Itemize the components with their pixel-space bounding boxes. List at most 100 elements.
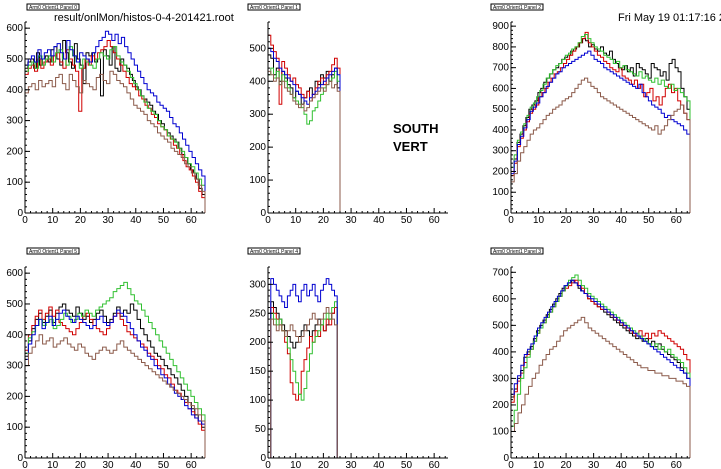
x-tick-label: 40 bbox=[373, 460, 385, 469]
x-tick-label: 50 bbox=[401, 215, 413, 226]
y-tick-label: 150 bbox=[249, 366, 266, 377]
y-tick-label: 200 bbox=[492, 400, 509, 411]
y-tick-label: 500 bbox=[492, 320, 509, 331]
series-green bbox=[24, 281, 206, 458]
y-tick-label: 0 bbox=[503, 453, 509, 464]
panel-title: Arm0 Orient1 Panel 1 bbox=[250, 5, 298, 11]
y-tick-label: 100 bbox=[492, 187, 509, 198]
x-tick-label: 10 bbox=[290, 460, 302, 469]
panel-title-box bbox=[26, 247, 80, 255]
x-tick-label: 50 bbox=[158, 215, 170, 226]
series-brown bbox=[24, 70, 206, 213]
x-tick-label: 60 bbox=[186, 460, 198, 469]
x-tick-label: 10 bbox=[533, 215, 545, 226]
y-tick-label: 800 bbox=[492, 42, 509, 53]
series-blue bbox=[24, 309, 206, 458]
x-tick-label: 30 bbox=[588, 460, 600, 469]
y-tick-label: 400 bbox=[6, 85, 23, 96]
series-red bbox=[510, 31, 691, 213]
y-tick-label: 0 bbox=[17, 453, 23, 464]
panel-2: Arm0 Orient1 Panel 20 10 20 30 40 50 600100200… bbox=[490, 3, 691, 226]
y-tick-label: 0 bbox=[503, 208, 509, 219]
panel-title-box bbox=[490, 3, 544, 11]
series-green bbox=[24, 46, 206, 213]
y-tick-label: 0 bbox=[17, 208, 23, 219]
series-black bbox=[510, 38, 691, 213]
y-tick-label: 0 bbox=[260, 208, 266, 219]
panel-title: Arm0 Orient1 Panel 3 bbox=[493, 249, 541, 255]
y-tick-label: 0 bbox=[260, 453, 266, 464]
y-tick-label: 600 bbox=[492, 83, 509, 94]
x-tick-label: 30 bbox=[103, 460, 115, 469]
y-tick-label: 400 bbox=[492, 125, 509, 136]
y-tick-label: 300 bbox=[249, 279, 266, 290]
x-tick-label: 40 bbox=[130, 460, 142, 469]
x-tick-label: 10 bbox=[47, 215, 59, 226]
panel-0: Arm0 Orient1 Panel 00 10 20 30 40 50 600100200… bbox=[6, 3, 206, 226]
file-path-label: result/onlMon/histos-0-4-201421.root bbox=[54, 12, 234, 24]
x-tick-label: 0 bbox=[265, 460, 271, 469]
y-tick-label: 500 bbox=[6, 54, 23, 65]
series-green bbox=[510, 34, 691, 213]
y-tick-label: 300 bbox=[6, 116, 23, 127]
y-tick-label: 100 bbox=[249, 175, 266, 186]
panel-title-box bbox=[490, 247, 544, 255]
panel-title-box bbox=[247, 247, 301, 255]
x-tick-label: 50 bbox=[401, 460, 413, 469]
panel-title-box bbox=[247, 3, 301, 11]
x-tick-label: 30 bbox=[346, 215, 358, 226]
panel-5: Arm0 Orient1 Panel 30 10 20 30 40 50 600100200… bbox=[490, 247, 691, 469]
series-brown bbox=[510, 77, 691, 213]
x-tick-label: 60 bbox=[671, 215, 683, 226]
y-tick-label: 400 bbox=[492, 347, 509, 358]
series-blue bbox=[24, 30, 206, 213]
x-tick-label: 60 bbox=[186, 215, 198, 226]
x-tick-label: 0 bbox=[22, 215, 28, 226]
y-tick-label: 50 bbox=[255, 424, 267, 435]
y-tick-label: 700 bbox=[492, 63, 509, 74]
x-tick-label: 20 bbox=[75, 215, 87, 226]
x-tick-label: 50 bbox=[643, 460, 655, 469]
x-tick-label: 0 bbox=[508, 460, 514, 469]
x-tick-label: 10 bbox=[533, 460, 545, 469]
panel-title: Arm0 Orient1 Panel 4 bbox=[250, 249, 298, 255]
x-tick-label: 20 bbox=[318, 215, 330, 226]
x-tick-label: 20 bbox=[318, 460, 330, 469]
y-tick-label: 300 bbox=[249, 109, 266, 120]
panel-title: Arm0 Orient1 Panel 2 bbox=[493, 5, 541, 11]
y-tick-label: 500 bbox=[492, 104, 509, 115]
y-tick-label: 200 bbox=[6, 146, 23, 157]
y-tick-label: 500 bbox=[249, 43, 266, 54]
series-brown bbox=[24, 334, 206, 458]
series-brown bbox=[268, 307, 340, 459]
panel-4: Arm0 Orient1 Panel 4 0 10 20 30 40 50 60 0 50 100 1… bbox=[247, 247, 448, 469]
y-tick-label: 200 bbox=[492, 166, 509, 177]
series-green bbox=[268, 301, 340, 459]
panel-title: Arm0 Orient1 Panel 5 bbox=[29, 249, 77, 255]
y-tick-label: 700 bbox=[492, 267, 509, 278]
y-tick-label: 600 bbox=[6, 23, 23, 34]
y-tick-label: 100 bbox=[6, 422, 23, 433]
y-tick-label: 250 bbox=[249, 308, 266, 319]
axes: 0 10 20 30 40 50 60 0 100 200 300 400 500 bbox=[249, 21, 448, 226]
x-tick-label: 50 bbox=[643, 215, 655, 226]
series-blue bbox=[267, 47, 341, 213]
x-tick-label: 40 bbox=[616, 460, 628, 469]
x-tick-label: 40 bbox=[616, 215, 628, 226]
series-black bbox=[24, 303, 206, 458]
x-tick-label: 20 bbox=[561, 215, 573, 226]
panel-title-box bbox=[26, 3, 80, 11]
vert-label: VERT bbox=[393, 139, 428, 154]
y-tick-label: 600 bbox=[6, 268, 23, 279]
y-tick-label: 900 bbox=[492, 21, 509, 32]
series-green bbox=[510, 274, 691, 458]
y-tick-label: 300 bbox=[492, 146, 509, 157]
panel-3: Arm0 Orient1 Panel 50 10 20 30 40 50 600100200… bbox=[6, 247, 206, 469]
datetime-label: Fri May 19 01:17:16 2006 bbox=[618, 12, 721, 24]
x-tick-label: 20 bbox=[561, 460, 573, 469]
series-brown bbox=[510, 316, 691, 458]
